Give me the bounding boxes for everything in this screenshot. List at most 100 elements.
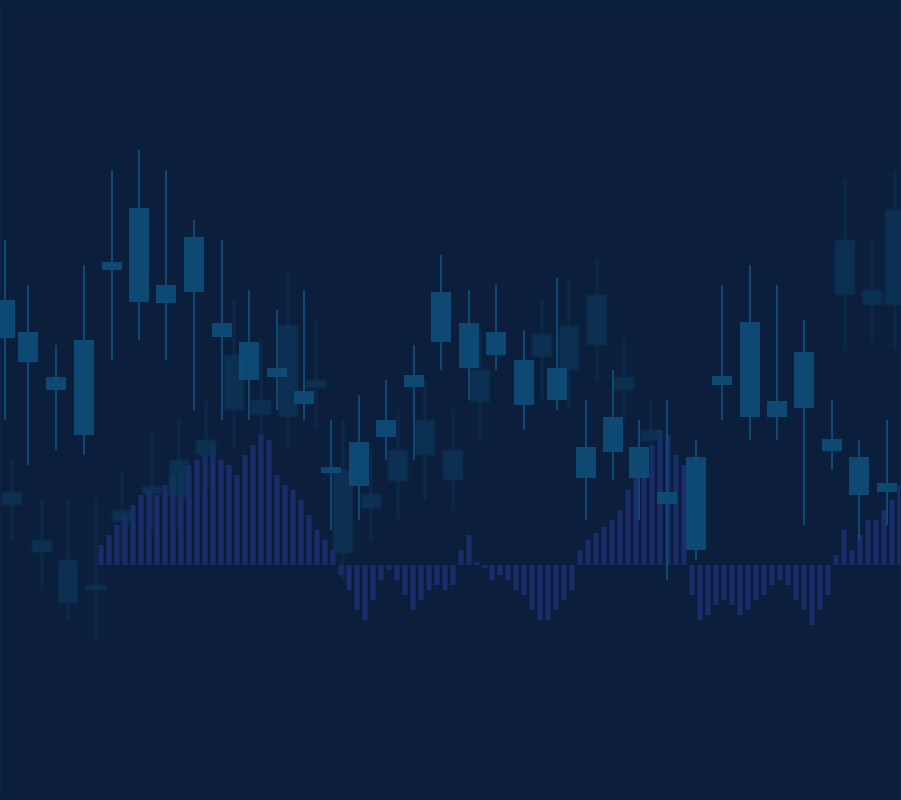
histogram-bar <box>602 527 607 565</box>
histogram-bar <box>802 565 807 610</box>
histogram-bar <box>275 475 280 565</box>
candle-body <box>112 510 132 522</box>
candle-wick <box>803 320 805 525</box>
candle-body <box>641 430 661 441</box>
candle-body <box>58 560 78 603</box>
candle-series <box>2 170 901 640</box>
histogram-bar <box>690 565 695 595</box>
histogram-bar <box>538 565 543 620</box>
candle-wick <box>413 345 415 460</box>
histogram-bar <box>594 533 599 565</box>
candle-body <box>415 420 435 455</box>
histogram-bar <box>570 565 575 590</box>
histogram-bar <box>706 565 711 615</box>
histogram-bar <box>291 490 296 565</box>
candle-wick <box>55 345 57 450</box>
histogram-bar <box>363 565 368 620</box>
histogram-bar <box>155 495 160 565</box>
histogram-bar <box>195 460 200 565</box>
candle-body <box>239 342 259 380</box>
histogram-bar <box>490 565 495 580</box>
candle-wick <box>330 420 332 530</box>
candle-body <box>376 420 396 437</box>
candle-body <box>2 492 22 505</box>
histogram-bar <box>770 565 775 585</box>
candle-body <box>102 262 122 270</box>
histogram-bar <box>403 565 408 595</box>
candle-body <box>657 492 677 504</box>
histogram-bar <box>147 490 152 565</box>
candle-wick <box>151 430 153 530</box>
histogram-bar <box>842 530 847 565</box>
candle-body <box>18 332 38 362</box>
histogram-bar <box>347 565 352 590</box>
histogram-bar <box>419 565 424 600</box>
histogram-bar <box>834 555 839 565</box>
candle-body <box>267 368 287 377</box>
candle-wick <box>831 400 833 470</box>
histogram-bar <box>810 565 815 625</box>
candle-body <box>306 380 326 388</box>
candle-body <box>443 450 463 480</box>
candle-body <box>686 457 706 550</box>
candle-body <box>74 340 94 435</box>
histogram-bar <box>730 565 735 605</box>
histogram-bar <box>882 510 887 565</box>
histogram-bar <box>123 515 128 565</box>
candle-body <box>388 450 408 481</box>
histogram-bar <box>778 565 783 580</box>
histogram-bar <box>395 565 400 580</box>
histogram-bar <box>498 565 503 575</box>
histogram-bar <box>786 565 791 585</box>
histogram-bar <box>618 510 623 565</box>
histogram-bar <box>371 565 376 600</box>
candle-body <box>184 237 204 292</box>
histogram-bar <box>738 565 743 615</box>
candle-wick <box>165 170 167 360</box>
candle-body <box>86 585 106 590</box>
histogram-bar <box>754 565 759 600</box>
histogram-bar <box>866 520 871 565</box>
candle-body <box>431 292 451 342</box>
histogram-bar <box>299 500 304 565</box>
candle-body <box>212 323 232 337</box>
histogram-bar <box>546 565 551 620</box>
histogram-bar <box>562 565 567 600</box>
plot-frame <box>1 1 901 800</box>
histogram-bar <box>578 550 583 565</box>
candle-body <box>349 442 369 486</box>
histogram-bar <box>714 565 719 605</box>
histogram-bar <box>890 500 895 565</box>
candle-body <box>603 417 623 452</box>
candle-wick <box>27 285 29 465</box>
candle-body <box>740 322 760 417</box>
histogram-bar <box>475 562 480 565</box>
histogram-bar <box>435 565 440 585</box>
histogram-bar <box>267 440 272 565</box>
histogram-bar <box>554 565 559 610</box>
histogram-bar <box>115 525 120 565</box>
candle-body <box>712 376 732 385</box>
candle-body <box>32 540 52 552</box>
candle-wick <box>495 285 497 370</box>
histogram-bar <box>355 565 360 610</box>
histogram-bar <box>586 540 591 565</box>
histogram-bar <box>219 460 224 565</box>
histogram-bar <box>746 565 751 610</box>
candle-body <box>129 208 149 302</box>
histogram-bar <box>514 565 519 590</box>
candle-body <box>169 460 189 497</box>
candle-wick <box>315 320 317 430</box>
candle-body <box>514 360 534 405</box>
candle-body <box>822 439 842 451</box>
candle-body <box>547 368 567 400</box>
candle-series <box>0 150 897 580</box>
background <box>0 0 901 800</box>
candle-body <box>532 334 552 357</box>
candle-body <box>156 285 176 303</box>
histogram-bar <box>459 550 464 565</box>
candle-body <box>470 370 490 402</box>
candle-body <box>629 447 649 478</box>
candle-body <box>849 457 869 495</box>
candle-body <box>877 483 897 492</box>
